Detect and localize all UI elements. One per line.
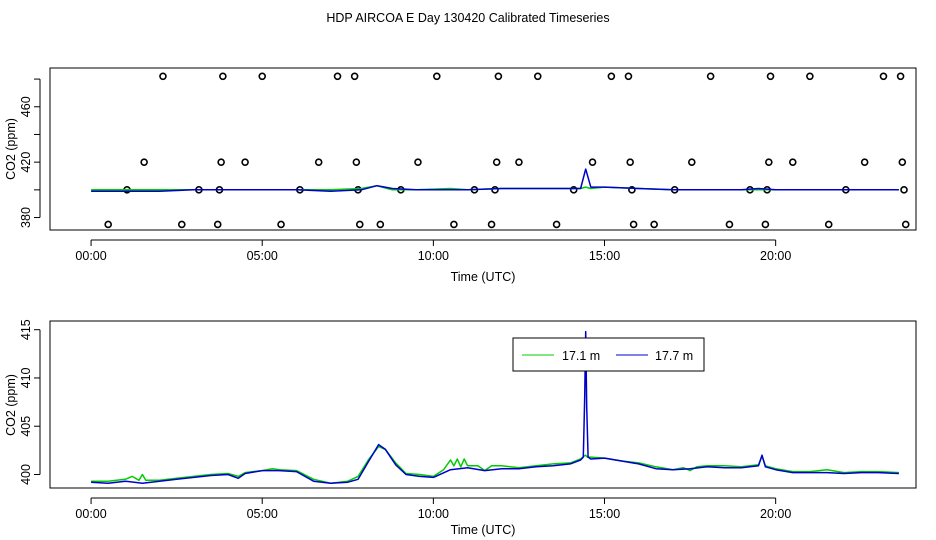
data-point [450,220,458,229]
data-point [494,72,503,81]
bottom-x-tick-label: 00:00 [75,507,106,521]
data-point [725,220,734,229]
data-point [177,220,186,229]
data-point [706,72,715,81]
data-point [901,220,910,229]
data-point [277,220,285,229]
legend-label-17-7m: 17.7 m [655,349,693,363]
top-series [91,168,899,192]
data-point [533,72,542,81]
data-point [650,220,658,229]
data-point [765,158,773,166]
bottom-y-tick-label: 405 [19,416,33,437]
data-point [219,72,227,81]
series-line-17-1m [91,445,899,484]
top-y-tick-label: 380 [19,207,33,228]
data-point [761,220,770,229]
top-x-tick-label: 05:00 [247,249,278,263]
bottom-x-axis-label: Time (UTC) [451,523,516,537]
data-point [898,158,907,166]
data-point [314,158,323,166]
bottom-x-tick-label: 20:00 [760,507,791,521]
data-point [588,158,597,166]
data-point [140,158,148,166]
top-x-axis-label: Time (UTC) [451,270,516,284]
data-point [552,220,561,229]
legend: 17.1 m 17.7 m [512,337,705,372]
data-point [217,158,225,166]
data-point [569,186,578,194]
bottom-x-tick-label: 10:00 [418,507,449,521]
data-point [766,72,775,81]
top-x-tick-label: 15:00 [589,249,620,263]
legend-label-17-1m: 17.1 m [562,349,600,363]
chart-title: HDP AIRCOA E Day 130420 Calibrated Times… [326,11,609,25]
top-y-tick-label: 460 [19,96,33,117]
data-point [900,186,908,194]
data-point [355,220,364,229]
bottom-x-tick-label: 15:00 [589,507,620,521]
data-point [879,72,888,81]
bottom-x-axis: 00:00 05:00 10:00 15:00 20:00 [75,497,791,521]
data-point [487,220,496,229]
bottom-series [91,330,899,484]
data-point [333,72,342,81]
data-point [629,220,638,229]
top-y-axis-label: CO2 (ppm) [4,118,18,180]
bottom-panel: 00:00 05:00 10:00 15:00 20:00 400 405 410 415 T… [4,319,917,537]
data-point [258,72,267,81]
data-point [624,72,633,81]
data-point [414,158,422,166]
data-point [213,220,222,229]
top-x-tick-label: 00:00 [75,249,106,263]
top-y-tick-label: 420 [19,152,33,173]
bottom-x-tick-label: 05:00 [247,507,278,521]
data-point [104,220,112,229]
data-point [241,158,249,166]
data-point [432,72,441,81]
data-point [628,186,636,194]
top-x-tick-label: 10:00 [418,249,449,263]
top-points [104,72,910,229]
bottom-y-tick-label: 415 [19,319,33,340]
data-point [376,220,385,229]
data-point [824,220,833,229]
data-point [687,158,696,166]
legend-box [512,337,705,372]
bottom-y-axis: 400 405 410 415 [19,319,41,485]
data-point [607,72,616,81]
top-panel: 00:00 05:00 10:00 15:00 20:00 380 420 460 Time… [4,67,917,284]
data-point [350,72,359,81]
data-point [492,158,501,166]
bottom-y-axis-label: CO2 (ppm) [4,374,18,436]
top-x-tick-label: 20:00 [760,249,791,263]
data-point [806,72,814,81]
bottom-plot-frame [49,320,917,489]
series-line-17-7m [91,168,899,192]
top-x-axis: 00:00 05:00 10:00 15:00 20:00 [75,239,791,263]
top-y-axis: 380 420 460 [19,78,41,228]
data-point [515,158,523,166]
bottom-y-tick-label: 410 [19,367,33,388]
data-point [491,186,499,194]
series-line-17-7m [91,330,899,484]
bottom-y-tick-label: 400 [19,464,33,485]
data-point [626,158,634,166]
top-plot-frame [49,67,917,231]
data-point [352,158,361,166]
data-point [788,158,797,166]
data-point [896,72,905,81]
data-point [159,72,167,81]
data-point [860,158,869,166]
